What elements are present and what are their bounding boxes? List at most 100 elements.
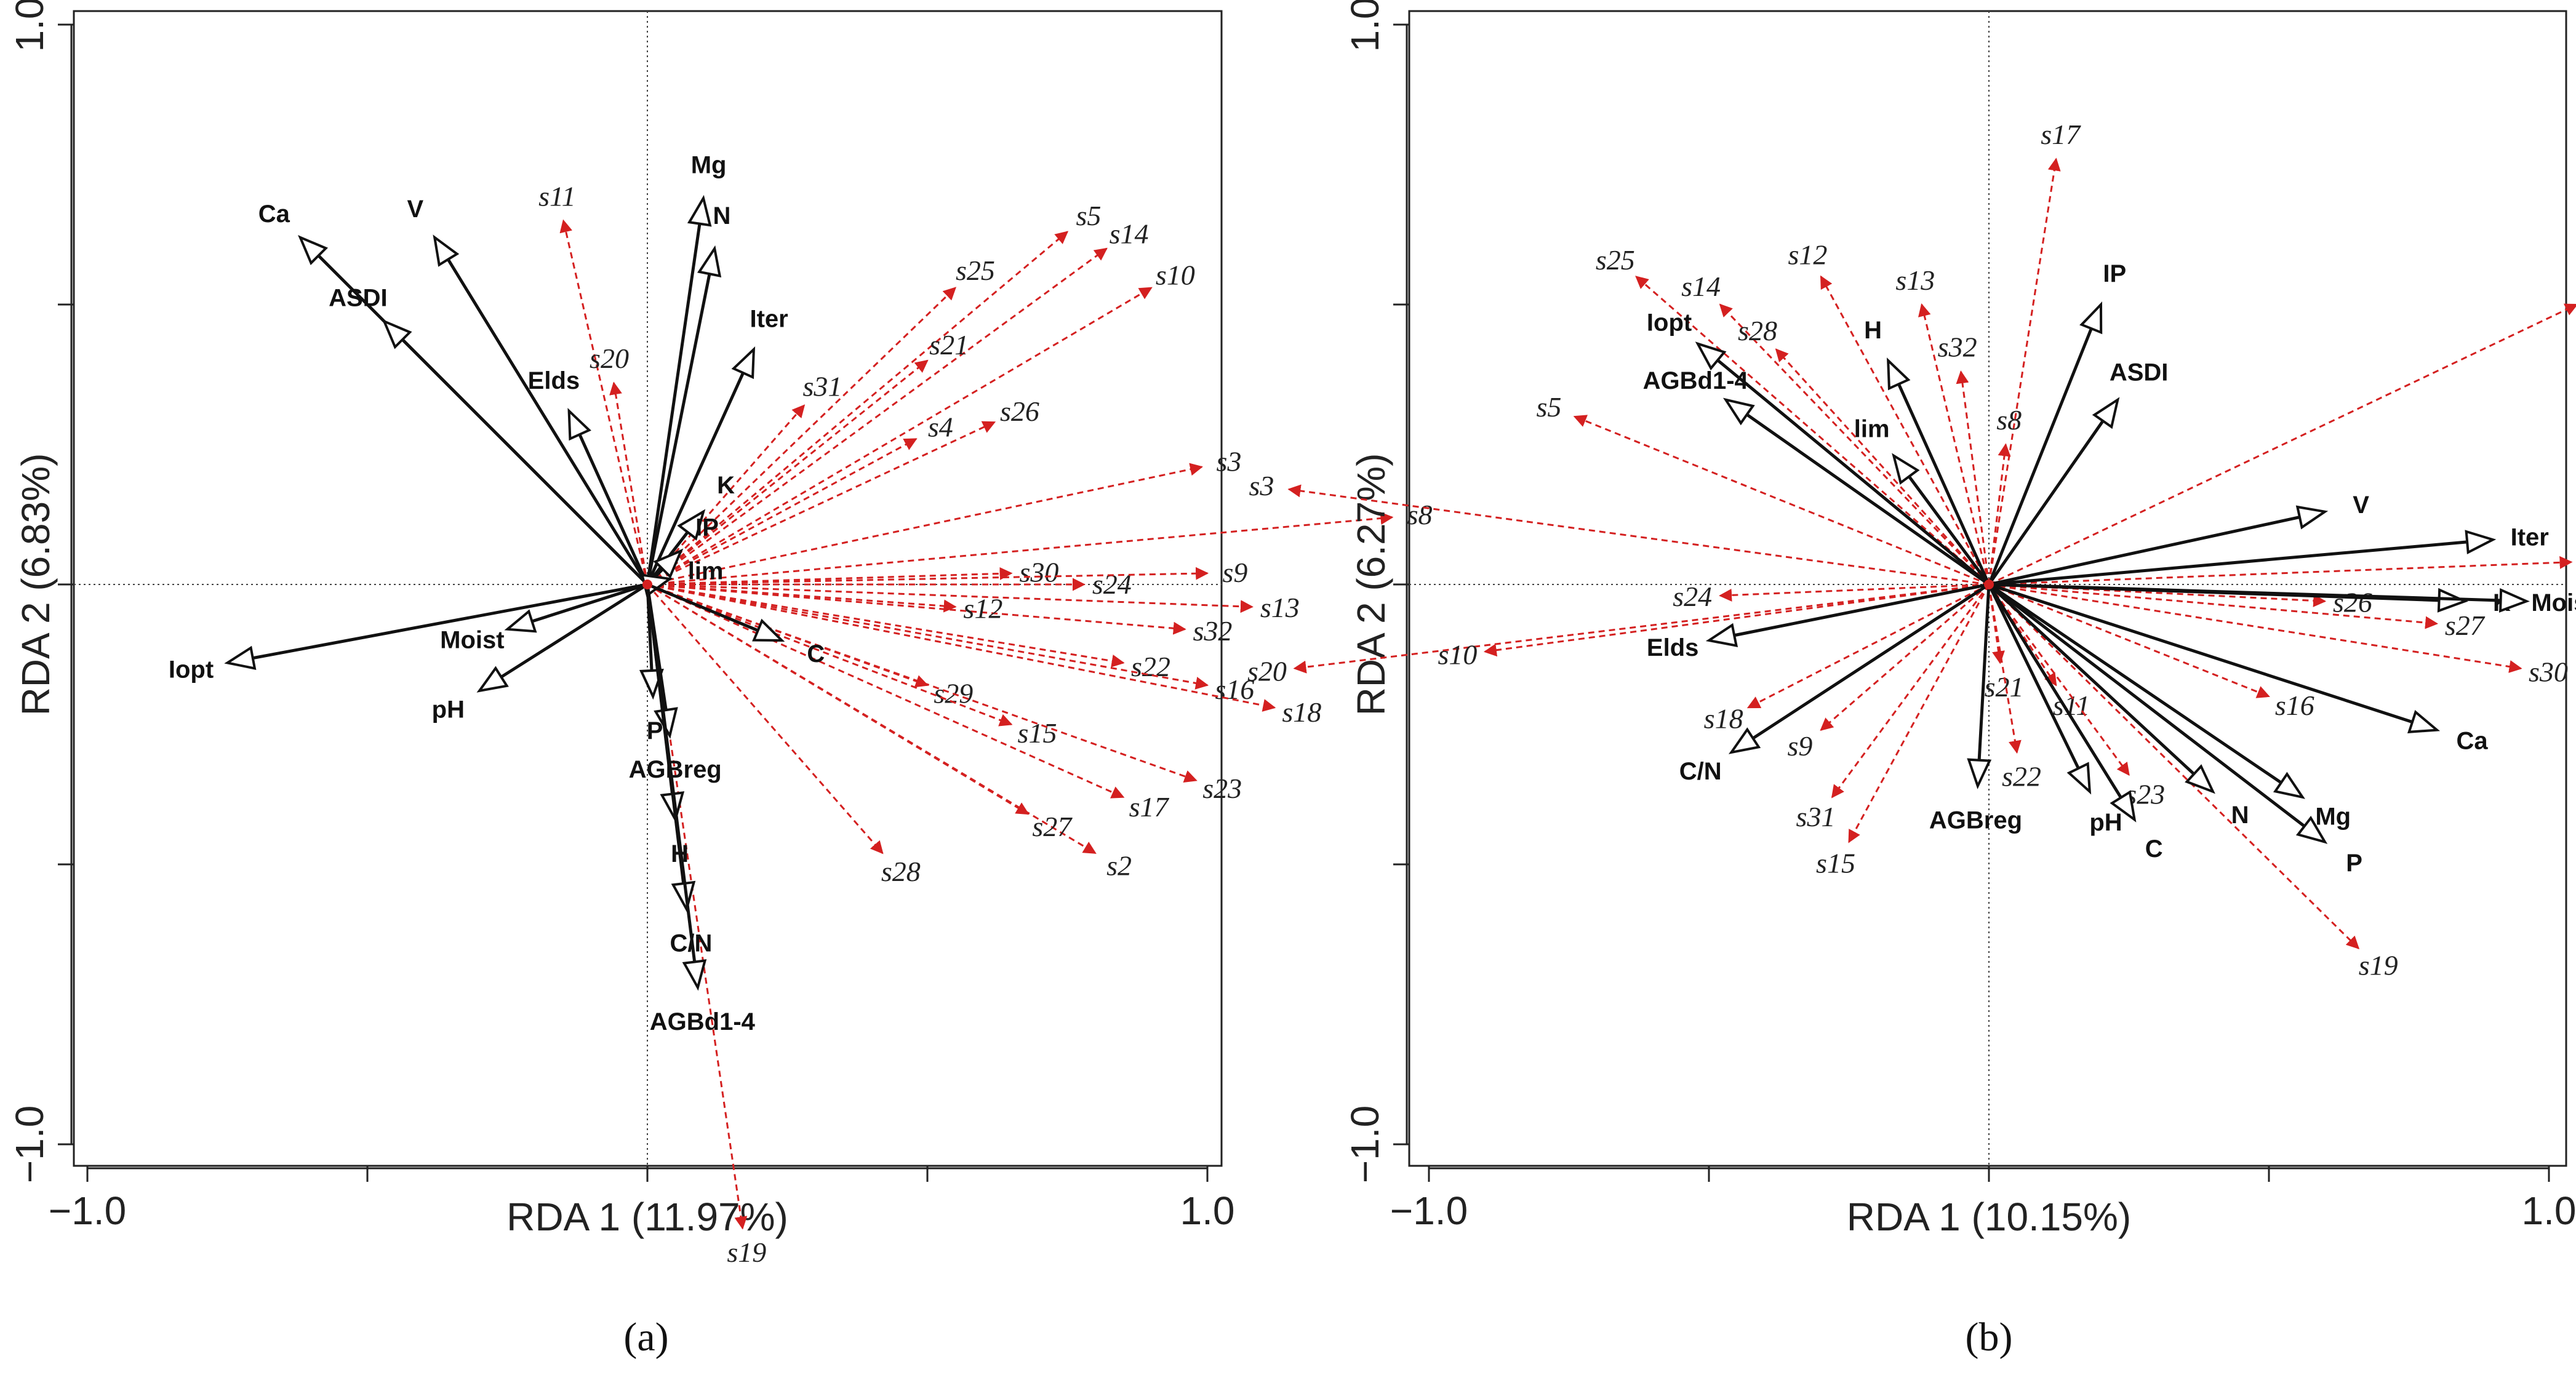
panel-a-env-label-moist: Moist	[440, 627, 504, 654]
panel-a-env-arrow-n	[646, 273, 711, 585]
panel-a-species-label-s27: s27	[1032, 811, 1073, 842]
panel-b-x-axis-title: RDA 1 (10.15%)	[1847, 1195, 2131, 1239]
panel-b-species-arrow-s16	[1988, 583, 2270, 698]
panel-b-env-arrowhead-v	[2295, 505, 2329, 530]
panel-b-env-label-c-n: C/N	[1679, 758, 1722, 785]
panel-b-env-arrow-iter	[1988, 540, 2468, 586]
panel-a-species-arrow-s8	[647, 512, 1394, 586]
panel-b-species-label-s24: s24	[1673, 581, 1712, 612]
panel-b-origin-point	[1984, 580, 1994, 589]
panel-b-env-arrowhead-iter	[2465, 530, 2497, 554]
panel-b-species-label-s25: s25	[1596, 244, 1635, 276]
panel-b-species-arrow-s10	[1483, 583, 1990, 657]
panel-b-env-arrow-p	[1988, 583, 2306, 828]
panel-b-env-arrow-h	[1897, 383, 1991, 586]
panel-b-species-arrow-s32	[1956, 370, 1990, 585]
panel-b-y-tick-label-min: −1.0	[1343, 1106, 1387, 1183]
panel-b-env-arrowhead-mg	[2273, 771, 2306, 799]
panel-b-y-tick-label-max: 1.0	[1343, 0, 1387, 52]
panel-b-caption: (b)	[1966, 1315, 2013, 1360]
panel-a-env-label-c: C	[807, 640, 825, 668]
panel-a-species-label-s15: s15	[1018, 717, 1057, 749]
panel-a-env-arrow-elds	[578, 434, 649, 586]
panel-a-env-arrowhead-agbd1-4	[682, 959, 707, 991]
panel-b-env-arrow-moist	[1988, 583, 2501, 602]
panel-a-env-label-elds: Elds	[528, 367, 580, 394]
panel-b-env-arrowhead-ca	[2407, 710, 2441, 733]
panel-a-species-arrow-s26	[647, 421, 996, 586]
panel-b-env-arrow-elds	[1734, 583, 1990, 637]
panel-a-species-label-s8: s8	[1407, 499, 1433, 530]
panel-b-env-label-v: V	[2353, 492, 2369, 519]
panel-a-species-arrow-s22	[647, 583, 1125, 668]
panel-a-species-label-s18: s18	[1282, 696, 1321, 728]
panel-b-env-arrowhead-p	[2295, 815, 2328, 844]
panel-b-species-label-s32: s32	[1938, 332, 1977, 363]
panel-b-species-label-s12: s12	[1788, 239, 1827, 270]
panel-b-species-arrow-s17	[1988, 157, 2061, 585]
panel-b-species-arrow-s9	[1820, 583, 1990, 731]
panel-a-species-label-s2: s2	[1106, 850, 1132, 881]
panel-b-species-arrow-s25	[1635, 276, 1990, 586]
panel-a-env-arrow-iopt	[252, 583, 648, 660]
panel-b-env-label-ca: Ca	[2456, 728, 2488, 755]
panel-b-species-label-s20: s20	[1247, 655, 1287, 687]
panel-b-species-label-s13: s13	[1895, 265, 1935, 296]
panel-a-env-arrowhead-k	[677, 509, 706, 541]
panel-b-species-label-s10: s10	[1438, 639, 1477, 670]
panel-a-env-label-iopt: Iopt	[169, 656, 214, 683]
panel-a-env-arrowhead-iter	[731, 346, 756, 380]
panel-b-species-label-s30: s30	[2529, 656, 2568, 688]
panel-a-y-axis-title: RDA 2 (6.83%)	[14, 453, 58, 716]
panel-b-species-arrow-s8	[1988, 443, 2011, 585]
panel-b-env-label-ph: pH	[2089, 809, 2122, 836]
panel-a-species-label-s24: s24	[1092, 568, 1132, 600]
panel-a-species-label-s9: s9	[1223, 557, 1248, 588]
panel-b-env-label-h: H	[1864, 317, 1882, 344]
panel-b-env-label-moist: Moist	[2531, 589, 2576, 616]
panel-b-species-arrow-s28	[1775, 348, 1990, 586]
panel-b-species-arrow-s12	[1820, 275, 1990, 585]
panel-a-env-arrowhead-mg	[687, 194, 712, 227]
panel-b-species-label-s3: s3	[1249, 470, 1274, 501]
panel-b-species-arrow-s31	[1831, 584, 1990, 799]
panel-b-env-label-ip: IP	[2103, 260, 2126, 287]
panel-a-env-label-v: V	[407, 196, 424, 223]
panel-a-env-label-iter: Iter	[750, 306, 788, 333]
panel-a-species-arrow-s23	[647, 583, 1198, 783]
panel-b-env-arrow-asdi	[1987, 420, 2105, 586]
panel-a-species-arrow-s3	[647, 463, 1203, 586]
panel-b-species-label-s31: s31	[1796, 801, 1836, 832]
panel-b-species-label-s16: s16	[2275, 690, 2314, 721]
panel-a-species-arrow-s21	[647, 359, 929, 586]
panel-a-species-label-s28: s28	[881, 856, 921, 887]
panel-b-species-label-s8: s8	[1996, 404, 2022, 436]
panel-b-env-arrow-mg	[1988, 583, 2282, 784]
panel-b-env-arrow-agbd1-4	[1746, 413, 1990, 586]
panel-b-species-arrow-s13	[1918, 303, 1990, 585]
panel-a-species-arrow-s27	[647, 583, 1030, 815]
panel-a-species-arrow-s31	[646, 404, 806, 585]
panel-a-species-label-s3: s3	[1216, 446, 1241, 477]
panel-b-env-arrow-c	[1987, 583, 2122, 799]
panel-a-species-arrow-s15	[647, 583, 1013, 727]
panel-b-env-label-agbreg: AGBreg	[1929, 807, 2022, 834]
panel-a-species-label-s20: s20	[590, 343, 629, 374]
panel-a-env-arrow-agbd1-4	[646, 584, 697, 962]
panel-b-env-arrow-iopt	[1716, 359, 1990, 586]
panel-a-species-arrow-s16	[647, 583, 1209, 690]
panel-b-species-arrow-s3	[1287, 484, 1990, 586]
panel-b-env-arrowhead-ip	[2079, 301, 2103, 335]
panel-b-species-arrow-s23	[1988, 584, 2130, 776]
panel-a-caption: (a)	[623, 1315, 668, 1360]
panel-a-species-label-s32: s32	[1193, 615, 1232, 647]
panel-b-species-arrow-s5	[1573, 415, 1990, 586]
panel-a-env-arrow-mg	[646, 223, 702, 585]
panel-b: −1.0 1.0 −1.0 1.0 RDA 1 (10.15%) RDA 2 (6.27%…	[1247, 0, 2576, 1360]
panel-b-species-label-s22: s22	[2002, 760, 2041, 792]
panel-a-env-arrow-moist	[531, 583, 648, 623]
panel-a-env-label-asdi: ASDI	[329, 284, 388, 311]
panel-a-species-label-s19: s19	[727, 1237, 766, 1268]
panel-a-env-arrow-iter	[646, 372, 745, 586]
